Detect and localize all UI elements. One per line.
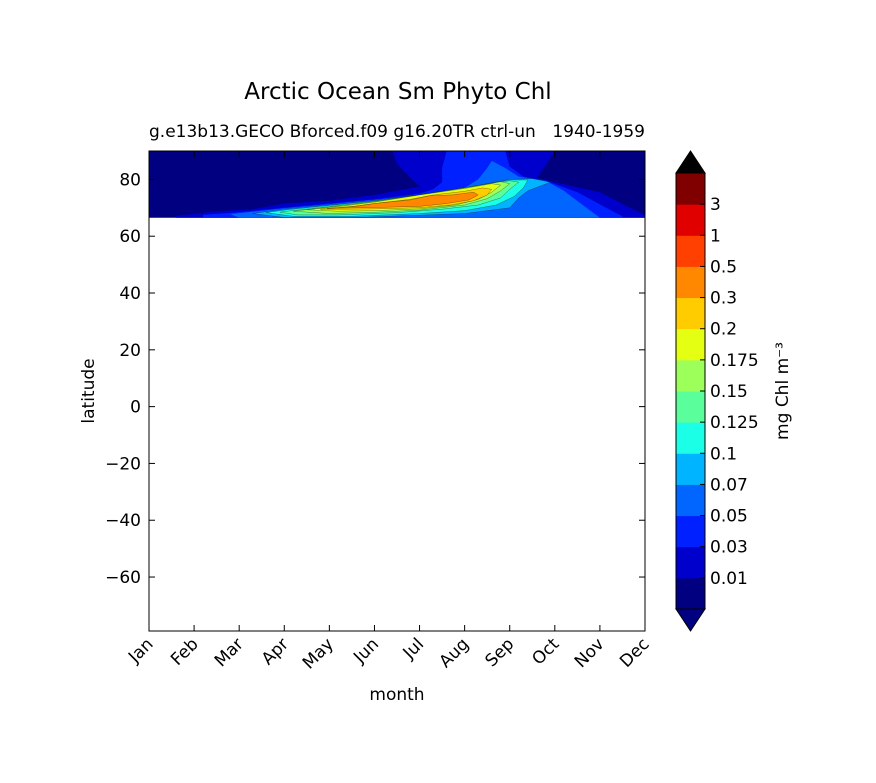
- y-tick-label: −60: [105, 568, 141, 588]
- colorbar-tick-label: 0.07: [710, 475, 748, 495]
- chart-subtitle-right: 1940-1959: [552, 122, 645, 142]
- colorbar-segment: [676, 391, 705, 423]
- contour-layer: [149, 151, 645, 218]
- x-tick-label: Aug: [436, 634, 474, 672]
- y-tick-label: 40: [119, 284, 141, 304]
- colorbar-segment: [676, 204, 705, 236]
- colorbar-segment: [676, 297, 705, 330]
- colorbar-segment: [676, 266, 705, 299]
- colorbar-segment: [676, 484, 705, 517]
- y-tick-label: 0: [130, 398, 141, 418]
- colorbar-segment: [676, 577, 705, 610]
- colorbar-extend-max: [675, 150, 706, 174]
- colorbar-segment: [676, 359, 705, 392]
- colorbar-tick-label: 0.1: [710, 444, 737, 464]
- colorbar-tick-label: 0.2: [710, 320, 737, 340]
- y-tick-label: 80: [119, 170, 141, 190]
- y-axis-label: latitude: [79, 358, 99, 423]
- x-tick-label: May: [299, 634, 338, 673]
- colorbar-tick-label: 0.01: [710, 569, 748, 589]
- colorbar: 0.01 0.03 0.05 0.07 0.1 0.125 0.15 0.175 0.2 0.3 0…: [675, 150, 759, 632]
- colorbar-tick-label: 3: [710, 195, 721, 215]
- chart-subtitle-left: g.e13b13.GECO Bforced.f09 g16.20TR ctrl-…: [149, 122, 536, 142]
- x-tick-label: Feb: [167, 634, 202, 669]
- colorbar-tick-label: 0.05: [710, 507, 748, 527]
- colorbar-extend-min: [675, 608, 706, 632]
- colorbar-label: mg Chl m⁻³: [773, 342, 793, 440]
- x-tick-label: Apr: [258, 634, 293, 669]
- colorbar-segment: [676, 453, 705, 485]
- plot-area: [148, 150, 646, 632]
- colorbar-segment: [676, 328, 705, 361]
- x-tick-label: Jun: [349, 634, 383, 668]
- y-axis: 80 60 40 20 0 −20 −40 −60: [105, 170, 645, 588]
- colorbar-segment: [676, 173, 705, 205]
- colorbar-tick-label: 0.125: [710, 413, 759, 433]
- x-tick-label: Oct: [528, 634, 563, 669]
- x-tick-label: Jul: [399, 634, 428, 663]
- colorbar-segment: [676, 422, 705, 454]
- colorbar-segment: [676, 546, 705, 579]
- colorbar-tick-label: 0.03: [710, 538, 748, 558]
- y-tick-label: 60: [119, 227, 141, 247]
- y-tick-label: −20: [105, 454, 141, 474]
- colorbar-tick-label: 1: [710, 226, 721, 246]
- colorbar-segment: [676, 515, 705, 548]
- contour-band-10: [327, 191, 479, 209]
- chart-title: Arctic Ocean Sm Phyto Chl: [244, 79, 551, 105]
- colorbar-segment: [676, 235, 705, 267]
- x-tick-label: Dec: [616, 634, 653, 671]
- colorbar-tick-label: 0.3: [710, 289, 737, 309]
- plot-frame: [148, 150, 646, 632]
- x-axis-label: month: [369, 685, 424, 705]
- colorbar-tick-label: 0.5: [710, 257, 737, 277]
- x-tick-label: Mar: [211, 634, 248, 671]
- x-tick-label: Jan: [124, 634, 157, 667]
- colorbar-tick-label: 0.15: [710, 382, 748, 402]
- x-tick-label: Sep: [481, 634, 518, 671]
- x-tick-label: Nov: [571, 634, 609, 672]
- y-tick-label: −40: [105, 511, 141, 531]
- y-tick-label: 20: [119, 341, 141, 361]
- colorbar-tick-label: 0.175: [710, 351, 759, 371]
